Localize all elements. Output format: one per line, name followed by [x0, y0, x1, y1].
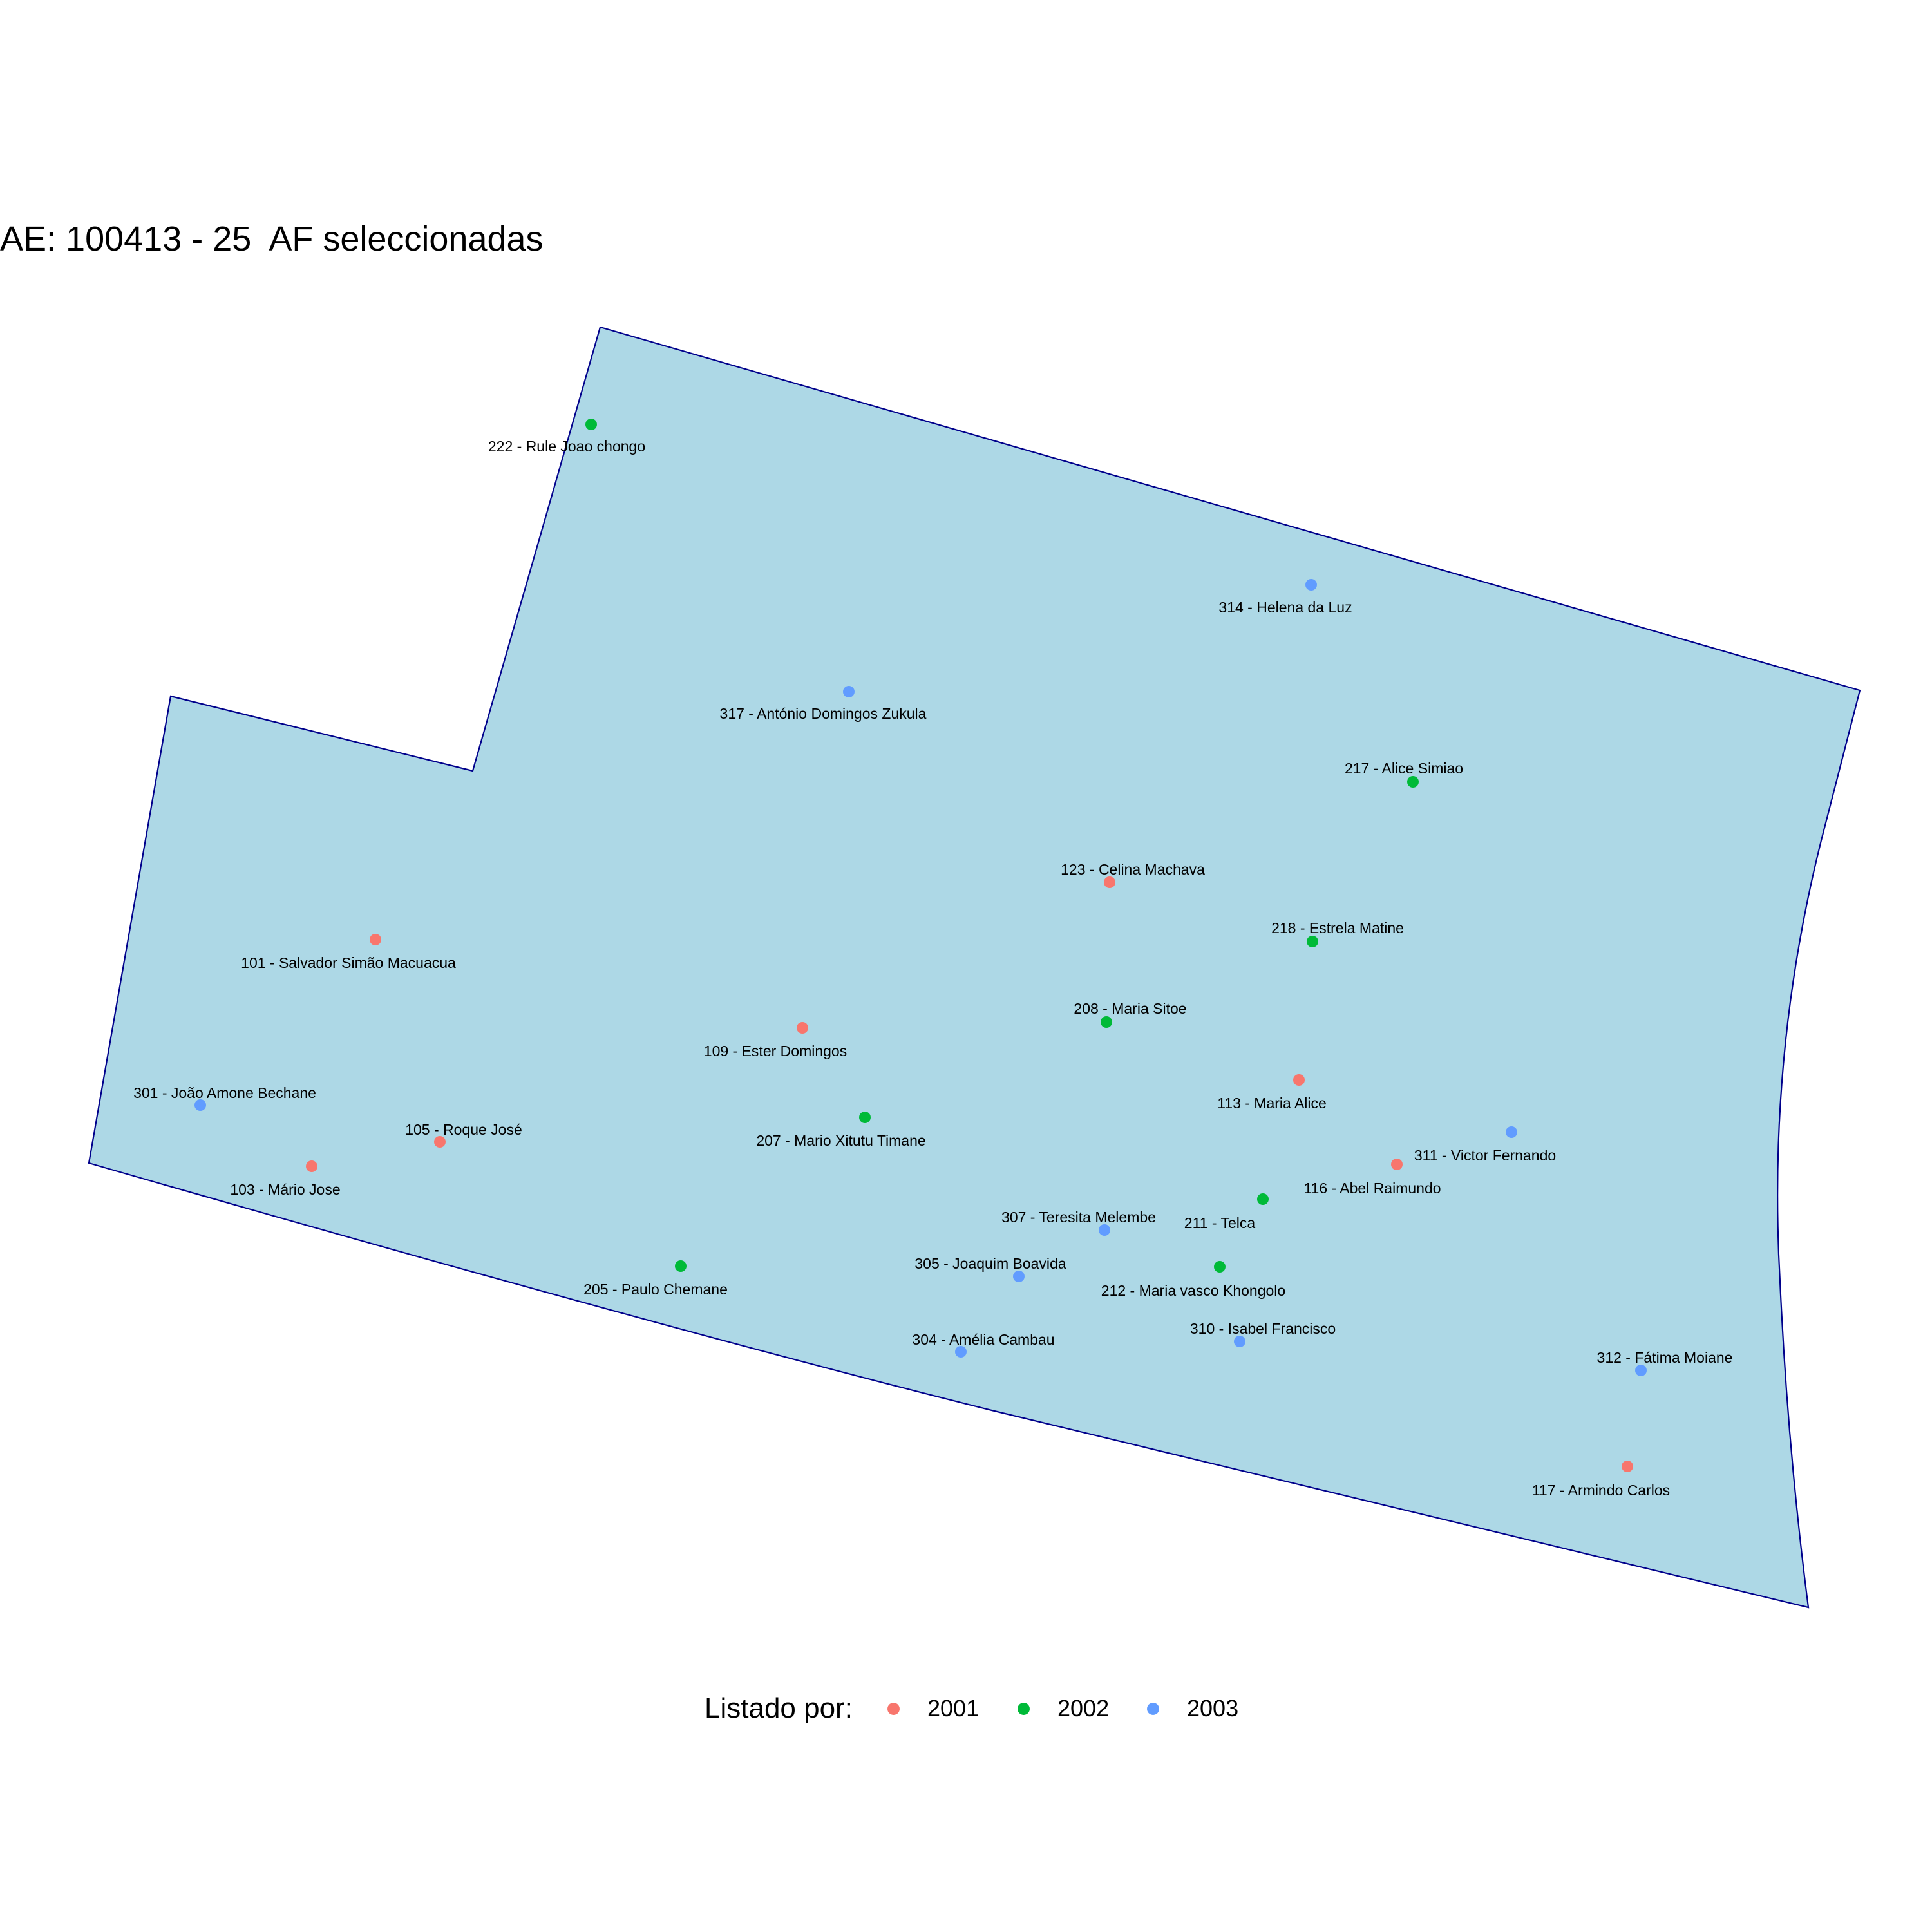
- household-label-208: 208 - Maria Sitoe: [1074, 1000, 1186, 1017]
- household-point-105: [434, 1136, 446, 1148]
- household-point-305: [1013, 1271, 1025, 1282]
- household-marker-208: 208 - Maria Sitoe: [1074, 1000, 1187, 1028]
- household-point-312: [1635, 1365, 1647, 1376]
- household-label-101: 101 - Salvador Simão Macuacua: [241, 954, 456, 971]
- household-marker-105: 105 - Roque José: [405, 1121, 522, 1148]
- enumeration-area-polygon: [88, 326, 1861, 1609]
- household-marker-307: 307 - Teresita Melembe: [1001, 1209, 1156, 1236]
- household-label-305: 305 - Joaquim Boavida: [914, 1255, 1066, 1272]
- household-label-113: 113 - Maria Alice: [1217, 1095, 1327, 1112]
- household-point-222: [585, 419, 597, 430]
- household-marker-123: 123 - Celina Machava: [1061, 861, 1205, 888]
- household-marker-109: 109 - Ester Domingos: [704, 1022, 847, 1059]
- household-label-218: 218 - Estrela Matine: [1271, 920, 1404, 936]
- household-label-301: 301 - João Amone Bechane: [133, 1084, 316, 1101]
- household-point-317: [843, 686, 855, 697]
- household-point-207: [859, 1112, 871, 1123]
- household-point-304: [955, 1346, 967, 1358]
- household-label-312: 312 - Fátima Moiane: [1597, 1349, 1733, 1366]
- household-point-212: [1214, 1261, 1226, 1273]
- household-point-208: [1101, 1016, 1112, 1028]
- household-label-222: 222 - Rule Joao chongo: [488, 438, 645, 455]
- household-point-310: [1234, 1336, 1245, 1347]
- legend-label-2001: 2001: [927, 1695, 980, 1721]
- household-point-101: [370, 934, 381, 945]
- household-label-217: 217 - Alice Simiao: [1345, 760, 1463, 777]
- household-marker-218: 218 - Estrela Matine: [1271, 920, 1404, 947]
- household-label-311: 311 - Victor Fernando: [1414, 1147, 1556, 1164]
- household-point-218: [1307, 936, 1318, 947]
- household-point-217: [1407, 776, 1419, 788]
- household-marker-217: 217 - Alice Simiao: [1345, 760, 1463, 788]
- household-label-207: 207 - Mario Xitutu Timane: [756, 1132, 925, 1149]
- household-point-116: [1391, 1159, 1403, 1170]
- household-label-304: 304 - Amélia Cambau: [912, 1331, 1054, 1348]
- household-marker-113: 113 - Maria Alice: [1217, 1074, 1327, 1112]
- household-marker-207: 207 - Mario Xitutu Timane: [756, 1112, 926, 1149]
- legend-title: Listado por:: [705, 1692, 853, 1724]
- household-marker-211: 211 - Telca: [1184, 1193, 1269, 1231]
- household-label-310: 310 - Isabel Francisco: [1190, 1320, 1336, 1337]
- household-point-311: [1506, 1126, 1517, 1138]
- legend-label-2003: 2003: [1187, 1695, 1239, 1721]
- household-label-212: 212 - Maria vasco Khongolo: [1101, 1282, 1285, 1299]
- household-marker-305: 305 - Joaquim Boavida: [914, 1255, 1066, 1282]
- household-marker-311: 311 - Victor Fernando: [1414, 1126, 1556, 1164]
- household-marker-304: 304 - Amélia Cambau: [912, 1331, 1055, 1358]
- legend: Listado por: 2001 2002 2003: [0, 1686, 1932, 1731]
- household-marker-301: 301 - João Amone Bechane: [133, 1084, 316, 1111]
- household-label-211: 211 - Telca: [1184, 1215, 1256, 1231]
- household-marker-314: 314 - Helena da Luz: [1218, 579, 1352, 616]
- household-marker-312: 312 - Fátima Moiane: [1597, 1349, 1733, 1376]
- household-point-123: [1104, 876, 1115, 888]
- household-marker-310: 310 - Isabel Francisco: [1190, 1320, 1336, 1347]
- household-point-211: [1257, 1193, 1269, 1205]
- points-layer: 222 - Rule Joao chongo 314 - Helena da Lu…: [133, 419, 1732, 1499]
- household-marker-101: 101 - Salvador Simão Macuacua: [241, 934, 456, 971]
- household-point-301: [194, 1099, 206, 1111]
- household-label-116: 116 - Abel Raimundo: [1303, 1180, 1441, 1197]
- household-point-103: [306, 1160, 317, 1172]
- household-marker-205: 205 - Paulo Chemane: [583, 1260, 728, 1298]
- map-title: AE: 100413 - 25 AF seleccionadas: [0, 220, 544, 258]
- household-point-117: [1622, 1461, 1633, 1472]
- household-point-307: [1099, 1224, 1110, 1236]
- household-marker-222: 222 - Rule Joao chongo: [488, 419, 645, 455]
- legend-dot-2002: [1018, 1703, 1030, 1715]
- household-label-307: 307 - Teresita Melembe: [1001, 1209, 1156, 1226]
- household-label-105: 105 - Roque José: [405, 1121, 522, 1138]
- legend-dot-2001: [887, 1703, 900, 1715]
- household-point-109: [797, 1022, 808, 1034]
- household-label-103: 103 - Mário Jose: [230, 1181, 340, 1198]
- legend-label-2002: 2002: [1057, 1695, 1110, 1721]
- household-marker-116: 116 - Abel Raimundo: [1303, 1159, 1441, 1197]
- legend-dot-2003: [1147, 1703, 1159, 1715]
- household-point-205: [675, 1260, 687, 1272]
- household-label-205: 205 - Paulo Chemane: [583, 1281, 728, 1298]
- household-marker-212: 212 - Maria vasco Khongolo: [1101, 1261, 1285, 1299]
- household-point-113: [1293, 1074, 1305, 1086]
- household-label-317: 317 - António Domingos Zukula: [720, 705, 927, 722]
- household-label-123: 123 - Celina Machava: [1061, 861, 1205, 878]
- household-label-117: 117 - Armindo Carlos: [1532, 1482, 1670, 1499]
- household-marker-103: 103 - Mário Jose: [230, 1160, 341, 1198]
- household-point-314: [1305, 579, 1317, 591]
- household-label-109: 109 - Ester Domingos: [704, 1043, 847, 1059]
- household-marker-117: 117 - Armindo Carlos: [1532, 1461, 1670, 1499]
- household-marker-317: 317 - António Domingos Zukula: [720, 686, 927, 722]
- household-label-314: 314 - Helena da Luz: [1218, 599, 1352, 616]
